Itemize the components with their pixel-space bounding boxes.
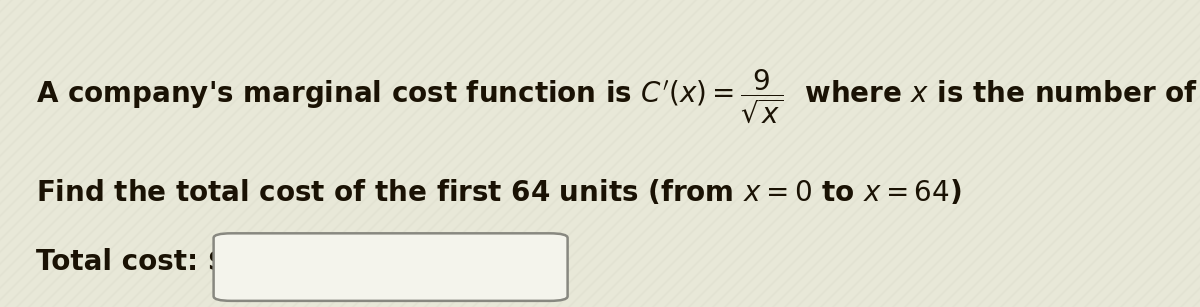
Text: Total cost: \$: Total cost: \$ xyxy=(36,248,227,276)
Text: A company's marginal cost function is $\mathit{C}'(\mathit{x}) = \dfrac{9}{\sqrt: A company's marginal cost function is $\… xyxy=(36,68,1200,125)
FancyBboxPatch shape xyxy=(214,233,568,301)
Text: Find the total cost of the first 64 units (from $\mathit{x} = 0$ to $\mathit{x} : Find the total cost of the first 64 unit… xyxy=(36,178,961,207)
